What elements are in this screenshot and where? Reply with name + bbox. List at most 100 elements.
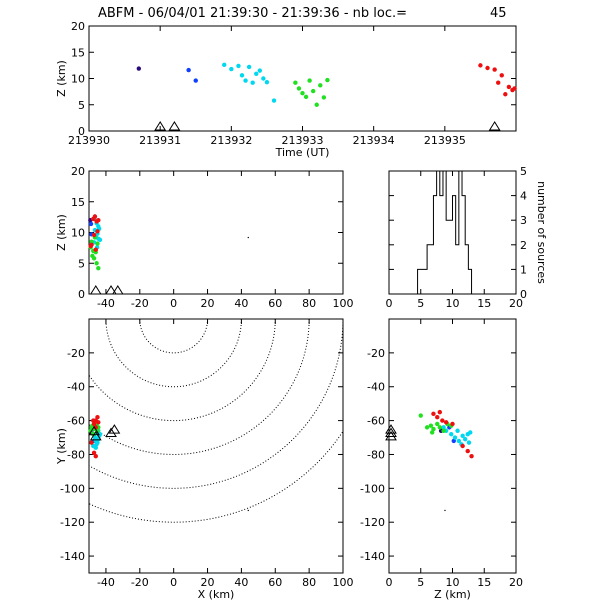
source-point (469, 453, 474, 459)
source-point (296, 86, 302, 91)
source-point (450, 421, 455, 427)
y-tick-label: 2 (520, 239, 527, 252)
y-tick-label: -40 (67, 381, 85, 394)
x-tick-label: 20 (509, 576, 523, 589)
source-point (193, 78, 198, 83)
source-point (89, 239, 94, 244)
x-axis-label: Time (UT) (275, 146, 330, 159)
y-tick-label: -140 (360, 550, 385, 563)
y-tick-label: 0 (78, 125, 85, 138)
panel-x-z: -40 -20 0 20 40 60 80 100 0 5 10 15 20 Z (km) (55, 165, 354, 310)
source-point (314, 102, 319, 107)
source-point (254, 71, 259, 76)
station-triangle (88, 425, 100, 436)
y-tick-label: -60 (67, 415, 85, 428)
source-point (318, 83, 323, 88)
source-point (463, 437, 468, 442)
y-tick-label: -120 (60, 516, 85, 529)
station-triangle (105, 285, 117, 295)
source-point (437, 425, 442, 430)
source-point (449, 431, 454, 437)
x-tick-label: 213930 (68, 134, 110, 147)
plot-frame (88, 318, 344, 574)
y-tick-label: 10 (71, 73, 85, 86)
source-point (88, 243, 93, 249)
x-tick-label: 213932 (210, 134, 252, 147)
source-point (307, 78, 312, 83)
y-axis-label: Z (km) (55, 214, 68, 251)
source-point (460, 433, 465, 439)
y-tick-label: -40 (367, 381, 385, 394)
histogram-steps (389, 170, 516, 295)
source-point (89, 440, 94, 445)
source-point (440, 418, 445, 423)
x-tick-label: 0 (386, 576, 393, 589)
source-point (91, 450, 97, 455)
plot-frame (388, 170, 517, 295)
source-point (431, 411, 436, 417)
y-tick-label: -120 (360, 516, 385, 529)
source-point (468, 430, 473, 435)
source-point (92, 214, 98, 219)
y-tick-label: -140 (60, 550, 85, 563)
y-axis-label: Y (km) (55, 428, 68, 465)
source-point (222, 62, 227, 68)
y-axis-label: Z (km) (55, 60, 68, 97)
source-point (91, 232, 97, 238)
source-point (512, 86, 517, 91)
source-point (456, 438, 462, 444)
x-tick-label: 60 (268, 297, 282, 310)
source-point (435, 415, 440, 420)
source-point (95, 241, 100, 246)
source-point (91, 443, 96, 449)
source-point (95, 229, 100, 234)
source-point (437, 409, 442, 415)
source-point (96, 224, 101, 229)
x-tick-label: 40 (234, 576, 248, 589)
y-tick-label: -20 (67, 347, 85, 360)
source-point (465, 448, 470, 454)
station-triangle (168, 121, 181, 131)
source-point (441, 428, 446, 433)
y-tick-label: 5 (520, 165, 527, 178)
panel-x-y: -40 -20 0 20 40 60 80 100 -140 -120 -100 -80 -60 -40 -… (55, 318, 354, 600)
x-axis-label: Z (km) (434, 588, 471, 600)
source-point (485, 65, 490, 71)
source-point (455, 428, 460, 433)
plot-frame (88, 25, 517, 132)
source-point (186, 67, 191, 73)
source-point (257, 68, 262, 73)
source-point (91, 256, 97, 261)
x-tick-label: 213935 (424, 134, 466, 147)
x-tick-label: 20 (201, 297, 215, 310)
source-point (478, 63, 483, 68)
x-tick-label: 80 (302, 576, 316, 589)
source-point (93, 453, 98, 459)
x-tick-label: 20 (509, 297, 523, 310)
station-triangle (105, 427, 117, 437)
source-point (96, 218, 101, 223)
source-point (496, 80, 501, 85)
x-tick-label: -40 (97, 576, 115, 589)
small-mark (247, 509, 249, 512)
source-point (451, 438, 456, 444)
x-tick-label: 213931 (139, 134, 181, 147)
source-point (96, 420, 101, 425)
y-tick-label: 15 (71, 196, 85, 209)
y-tick-label: 20 (71, 20, 85, 33)
source-point (321, 95, 327, 100)
source-point (95, 440, 100, 445)
y-tick-label: -100 (60, 482, 85, 495)
small-mark (247, 236, 249, 239)
y-tick-label: 5 (78, 257, 85, 270)
panel-z-y: 0 5 10 15 20 -140 -120 -100 -80 -60 -40 -20 Z (km) (360, 318, 523, 600)
station-triangle (154, 121, 167, 131)
panel-time-z: 213930 213931 213932 213933 213934 213935 0 5 10… (55, 20, 517, 159)
source-point (441, 425, 446, 430)
x-tick-label: 5 (417, 297, 424, 310)
station-triangle (385, 427, 397, 437)
chart-title: ABFM - 06/04/01 21:39:30 - 21:39:36 - nb… (98, 6, 407, 21)
source-point (466, 440, 472, 445)
station-triangle (89, 285, 102, 295)
